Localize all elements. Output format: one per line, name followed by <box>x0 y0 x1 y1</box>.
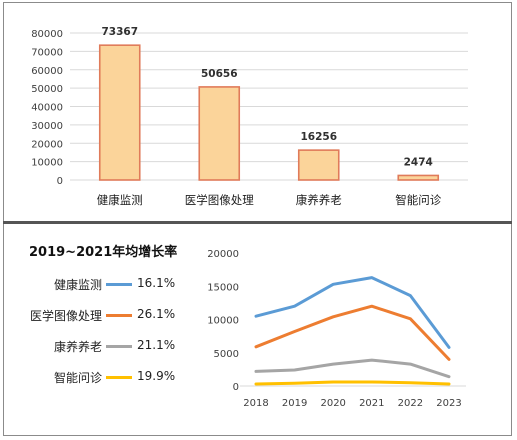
growth-rate-title: 2019~2021年均增长率 <box>29 245 178 260</box>
legend-item-health-monitoring: 健康监测 16.1% <box>28 276 198 294</box>
x-tick-label: 2022 <box>398 398 423 409</box>
y-tick-label: 10000 <box>31 158 63 169</box>
series-line <box>254 276 451 349</box>
bar <box>198 86 241 181</box>
x-tick-label: 2023 <box>436 398 461 409</box>
y-tick-label: 10000 <box>207 316 239 327</box>
x-tick-label: 2020 <box>320 398 345 409</box>
y-tick-label: 0 <box>233 382 239 393</box>
bar <box>397 174 440 181</box>
y-tick-label: 15000 <box>207 282 239 293</box>
figure-frame <box>3 2 512 436</box>
y-tick-label: 20000 <box>31 139 63 150</box>
y-tick-label: 40000 <box>31 103 63 114</box>
x-category-label: 健康监测 <box>97 193 143 207</box>
y-tick-label: 60000 <box>31 66 63 77</box>
legend-label: 智能问诊 <box>53 371 102 385</box>
y-tick-label: 0 <box>57 176 63 187</box>
legend-line-swatch <box>106 283 132 286</box>
x-category-label: 智能问诊 <box>395 193 441 207</box>
bar-chart: 0 10000 20000 30000 40000 50000 60000 70000 8000… <box>31 26 468 207</box>
bar-data-label: 2474 <box>404 156 433 168</box>
x-category-label: 医学图像处理 <box>185 193 254 207</box>
y-tick-label: 5000 <box>214 349 239 360</box>
legend-line-swatch <box>106 314 132 317</box>
series-line <box>254 304 451 361</box>
y-tick-label: 80000 <box>31 29 63 40</box>
y-tick-label: 50000 <box>31 84 63 95</box>
legend-label: 健康监测 <box>53 278 102 292</box>
legend-line-swatch <box>106 376 132 379</box>
x-tick-label: 2018 <box>243 398 268 409</box>
legend-item-elderly-care: 康养养老 21.1% <box>28 338 198 356</box>
line-chart: 0 5000 10000 15000 20000 2018 2019 2020 2021 2022… <box>207 249 466 409</box>
legend-rate: 16.1% <box>137 276 176 290</box>
legend-label: 康养养老 <box>53 340 102 354</box>
y-tick-label: 70000 <box>31 47 63 58</box>
legend-rate: 26.1% <box>137 307 176 321</box>
legend-label: 医学图像处理 <box>29 309 102 323</box>
legend-item-smart-diagnosis: 智能问诊 19.9% <box>28 369 198 387</box>
x-category-label: 康养养老 <box>296 193 342 207</box>
bar-data-label: 73367 <box>101 26 138 38</box>
bar-data-label: 16256 <box>300 131 337 143</box>
series-line <box>254 358 451 379</box>
bar-data-label: 50656 <box>201 68 238 80</box>
legend-line-swatch <box>106 345 132 348</box>
y-tick-label: 20000 <box>207 249 239 260</box>
x-tick-label: 2021 <box>359 398 384 409</box>
series-line <box>254 380 451 386</box>
x-tick-label: 2019 <box>282 398 307 409</box>
legend-rate: 21.1% <box>137 338 176 352</box>
panel-divider <box>3 221 512 224</box>
bar <box>98 44 141 181</box>
legend-rate: 19.9% <box>137 369 176 383</box>
legend-item-medical-imaging: 医学图像处理 26.1% <box>28 307 198 325</box>
bar <box>297 149 340 181</box>
y-tick-label: 30000 <box>31 121 63 132</box>
